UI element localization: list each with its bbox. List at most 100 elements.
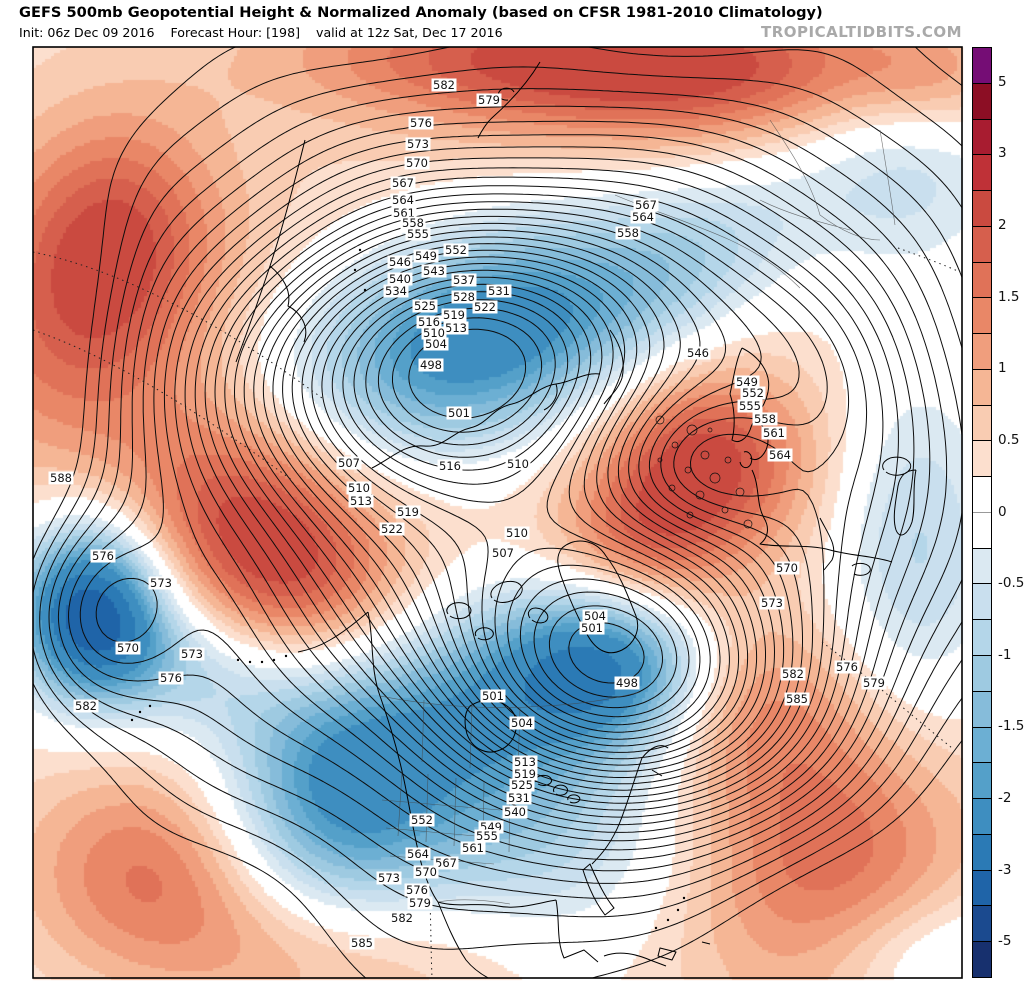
contour-label: 570: [115, 641, 141, 655]
svg-text:546: 546: [389, 255, 411, 269]
colorbar-segment: [973, 261, 991, 298]
contour-label: 576: [158, 671, 184, 685]
colorbar-tick-label: -3: [998, 861, 1012, 878]
colorbar-segment: [973, 905, 991, 942]
svg-text:576: 576: [406, 883, 428, 897]
svg-text:576: 576: [836, 660, 858, 674]
svg-text:555: 555: [476, 829, 498, 843]
colorbar-tick-label: 5: [998, 73, 1007, 90]
svg-text:582: 582: [433, 78, 455, 92]
contour-label: 504: [509, 716, 535, 730]
svg-text:570: 570: [415, 865, 437, 879]
svg-text:519: 519: [397, 505, 419, 519]
contour-label: 570: [413, 865, 439, 879]
contour-546: [234, 208, 803, 798]
svg-text:555: 555: [739, 399, 761, 413]
contour-label: 531: [506, 791, 532, 805]
contour-label: 549: [734, 375, 760, 389]
contour-label: 564: [767, 448, 793, 462]
contour-label: 582: [431, 78, 457, 92]
contour-label: 555: [474, 829, 500, 843]
contour-label: 555: [405, 227, 431, 241]
contour-label: 567: [433, 856, 459, 870]
svg-text:558: 558: [617, 226, 639, 240]
svg-text:570: 570: [117, 641, 139, 655]
contour-543: [243, 215, 794, 791]
contour-525: [301, 256, 740, 753]
colorbar-segment: [973, 511, 991, 548]
contour-564: [174, 157, 915, 842]
contour-label: 525: [509, 778, 535, 792]
svg-text:588: 588: [50, 471, 72, 485]
contour-label: 549: [413, 249, 439, 263]
contour-label: 528: [451, 290, 477, 304]
contour-label: 498: [614, 676, 640, 690]
contour-label: 582: [389, 911, 415, 925]
contour-534: [272, 236, 766, 772]
colorbar-segment: [973, 404, 991, 441]
svg-text:576: 576: [410, 116, 432, 130]
contour-labels: 5825795765735705675645615585555525495465…: [48, 78, 887, 950]
svg-text:507: 507: [492, 546, 514, 560]
svg-text:522: 522: [474, 300, 496, 314]
colorbar-tick-label: -2: [998, 789, 1012, 806]
colorbar-segment: [973, 690, 991, 727]
contour-label: 570: [774, 561, 800, 575]
colorbar-segment: [973, 619, 991, 656]
contour-label: 552: [740, 386, 766, 400]
contour-label: 504: [423, 337, 449, 351]
contour-537: [262, 229, 775, 778]
contour-label: 573: [405, 137, 431, 151]
colorbar-tick-label: -5: [998, 933, 1012, 950]
svg-text:540: 540: [389, 272, 411, 286]
contour-label: 555: [737, 399, 763, 413]
colorbar-segment: [973, 583, 991, 620]
svg-text:531: 531: [488, 284, 510, 298]
svg-text:498: 498: [420, 358, 442, 372]
svg-text:534: 534: [385, 284, 407, 298]
contour-label: 501: [579, 621, 605, 635]
contour-label: 507: [490, 546, 516, 560]
contour-label: 522: [472, 300, 498, 314]
svg-text:525: 525: [414, 299, 436, 313]
contour-label: 516: [416, 315, 442, 329]
contour-label: 561: [460, 841, 486, 855]
contour-label: 573: [759, 596, 785, 610]
colorbar-segment: [973, 368, 991, 405]
colorbar-tick-label: 0: [998, 503, 1007, 520]
svg-text:579: 579: [409, 896, 431, 910]
svg-text:558: 558: [754, 412, 776, 426]
svg-text:516: 516: [439, 459, 461, 473]
contour-567: [95, 146, 931, 851]
svg-text:531: 531: [508, 791, 530, 805]
svg-text:546: 546: [687, 346, 709, 360]
contour-label: 573: [148, 576, 174, 590]
contour-label: 552: [409, 813, 435, 827]
colorbar-segment: [973, 333, 991, 369]
colorbar-tick-label: 3: [998, 145, 1007, 162]
contour-label: 501: [480, 689, 506, 703]
contour-label: 576: [90, 549, 116, 563]
contour-label: 576: [834, 660, 860, 674]
svg-text:537: 537: [453, 273, 475, 287]
svg-text:561: 561: [462, 841, 484, 855]
contour-label: 558: [752, 412, 778, 426]
svg-text:573: 573: [181, 647, 203, 661]
svg-text:540: 540: [504, 805, 526, 819]
svg-text:567: 567: [435, 856, 457, 870]
svg-text:519: 519: [514, 767, 536, 781]
svg-text:513: 513: [350, 494, 372, 508]
island-dots: [94, 248, 686, 930]
svg-text:552: 552: [411, 813, 433, 827]
colorbar-segment: [973, 440, 991, 477]
colorbar-segment: [973, 48, 991, 83]
svg-text:507: 507: [338, 456, 360, 470]
contour-501: [392, 317, 645, 684]
svg-text:570: 570: [776, 561, 798, 575]
contour-label: 516: [437, 459, 463, 473]
svg-text:501: 501: [581, 621, 603, 635]
colorbar-tick-label: 0.5: [998, 431, 1020, 448]
colorbar-segment: [973, 154, 991, 191]
